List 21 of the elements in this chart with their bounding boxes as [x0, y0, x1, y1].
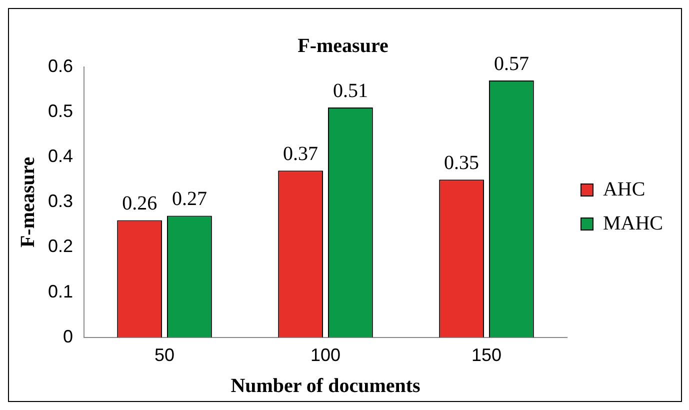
data-label: 0.51 — [332, 80, 368, 102]
x-tick-label: 100 — [310, 345, 341, 366]
y-tick-label: 0.6 — [48, 56, 74, 76]
y-tick-label: 0 — [63, 326, 74, 346]
x-tick-label: 150 — [471, 345, 502, 366]
y-tick-label: 0.5 — [48, 101, 74, 122]
data-label: 0.35 — [444, 152, 480, 174]
data-label: 0.27 — [172, 188, 207, 210]
legend-label: MAHC — [602, 212, 664, 234]
y-tick-label: 0.4 — [48, 146, 74, 166]
data-label: 0.26 — [122, 192, 158, 214]
legend-label: AHC — [602, 178, 646, 200]
y-tick-label: 0.2 — [48, 236, 74, 256]
y-tick-label: 0.3 — [48, 191, 74, 212]
x-axis-title: Number of documents — [230, 375, 421, 398]
data-label: 0.37 — [283, 142, 318, 165]
data-label: 0.57 — [494, 52, 529, 75]
y-tick-label: 0.1 — [48, 281, 74, 302]
y-axis-title: F-measure — [17, 156, 40, 248]
chart-title: F-measure — [298, 35, 388, 58]
x-tick-label: 50 — [154, 345, 175, 366]
